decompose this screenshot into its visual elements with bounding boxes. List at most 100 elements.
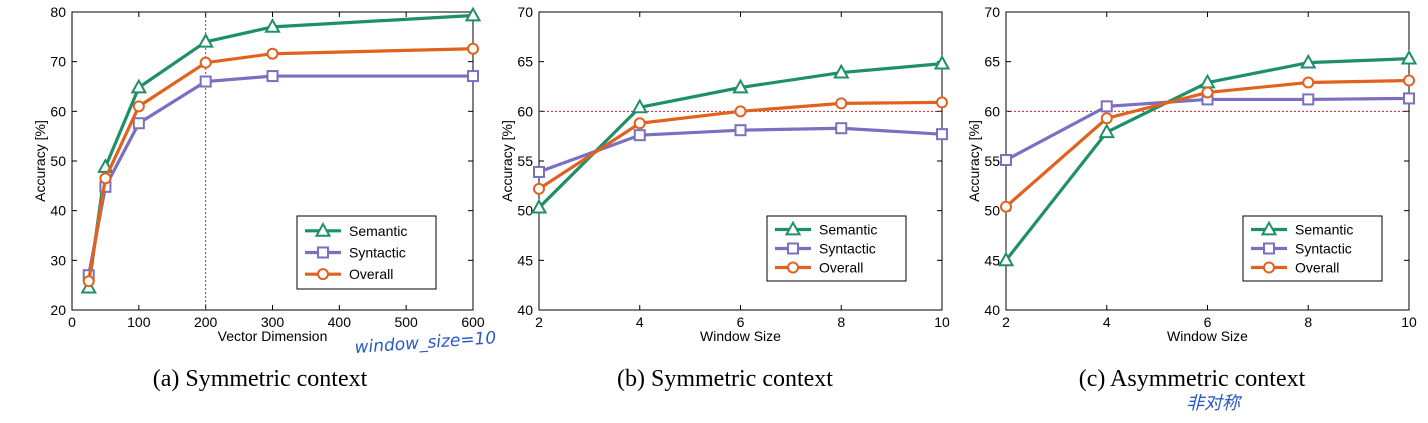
data-point-semantic — [1300, 53, 1317, 69]
data-point-overall — [734, 105, 747, 118]
data-point-overall — [1201, 86, 1214, 99]
data-point-semantic — [530, 198, 548, 214]
series-line-overall — [87, 47, 474, 282]
y-tick-label: 70 — [50, 54, 66, 70]
x-tick-label: 10 — [1401, 314, 1417, 330]
x-tick-label: 8 — [837, 314, 845, 330]
data-point-overall — [533, 182, 545, 195]
data-point-overall — [1100, 112, 1113, 125]
legend-label-semantic: Semantic — [1295, 222, 1353, 238]
x-tick-label: 600 — [461, 314, 485, 330]
data-point-semantic — [997, 251, 1015, 267]
y-axis-label: Accuracy [%] — [499, 120, 515, 202]
panel-caption: (a) Symmetric context — [153, 366, 368, 392]
x-tick-label: 2 — [535, 314, 543, 330]
legend-label-semantic: Semantic — [349, 223, 407, 239]
y-tick-label: 45 — [517, 252, 533, 268]
data-point-overall — [1302, 76, 1315, 89]
legend-marker-syntactic — [1263, 242, 1275, 255]
data-point-syntactic — [1403, 92, 1415, 105]
data-point-syntactic — [467, 70, 479, 83]
data-point-semantic — [933, 54, 951, 70]
x-tick-label: 500 — [394, 314, 418, 330]
legend-marker-semantic — [314, 221, 332, 237]
y-tick-label: 55 — [984, 153, 1000, 169]
y-tick-label: 50 — [50, 153, 66, 169]
x-tick-label: 2 — [1002, 314, 1010, 330]
y-tick-label: 20 — [50, 302, 66, 318]
x-tick-label: 300 — [261, 314, 285, 330]
x-tick-label: 100 — [127, 314, 151, 330]
legend-marker-syntactic — [787, 242, 799, 255]
data-point-overall — [132, 100, 145, 113]
y-tick-label: 65 — [517, 54, 533, 70]
panel-a: 0 100 200 300 400 500 600 20 30 40 50 60 70 80 Vector … — [32, 4, 497, 392]
y-tick-label: 60 — [517, 103, 533, 119]
series-line-syntactic — [1005, 96, 1410, 162]
legend-label-overall: Overall — [349, 266, 393, 282]
y-axis-label: Accuracy [%] — [966, 120, 982, 202]
data-point-overall — [835, 97, 848, 110]
x-tick-label: 6 — [737, 314, 745, 330]
handwritten-annotation: window_size=10 — [354, 328, 497, 358]
x-tick-label: 10 — [934, 314, 950, 330]
data-point-syntactic — [835, 122, 848, 135]
x-axis-label: Vector Dimension — [218, 328, 328, 344]
panel-c: 2 4 6 8 10 40 45 50 55 60 65 70 Window Size Accuracy … — [966, 4, 1418, 414]
x-tick-label: 6 — [1204, 314, 1212, 330]
y-tick-label: 80 — [50, 4, 66, 20]
data-point-overall — [99, 172, 112, 185]
x-axis-label: Window Size — [1167, 328, 1248, 344]
data-point-overall — [1000, 200, 1012, 213]
x-tick-label: 200 — [194, 314, 218, 330]
data-point-overall — [266, 47, 279, 60]
data-point-syntactic — [266, 70, 279, 83]
legend-label-semantic: Semantic — [819, 222, 877, 238]
data-point-semantic — [732, 78, 749, 94]
data-point-overall — [1403, 74, 1415, 87]
legend-label-overall: Overall — [819, 260, 863, 276]
legend-label-syntactic: Syntactic — [1295, 241, 1352, 257]
data-point-semantic — [1400, 49, 1418, 65]
y-tick-label: 30 — [50, 252, 66, 268]
data-point-overall — [936, 96, 948, 109]
legend-marker-overall — [787, 261, 799, 274]
data-point-syntactic — [633, 129, 646, 142]
legend-marker-syntactic — [317, 246, 329, 259]
data-point-semantic — [197, 32, 214, 48]
panel-caption: (b) Symmetric context — [617, 366, 833, 392]
panel-b: 2 4 6 8 10 40 45 50 55 60 65 70 Window Size Accuracy … — [499, 4, 951, 392]
data-point-semantic — [833, 63, 850, 79]
data-point-syntactic — [132, 117, 145, 130]
y-tick-label: 45 — [984, 252, 1000, 268]
y-axis-label: Accuracy [%] — [32, 120, 48, 202]
x-axis-label: Window Size — [700, 328, 781, 344]
x-tick-label: 400 — [328, 314, 352, 330]
y-tick-label: 65 — [984, 54, 1000, 70]
data-point-syntactic — [199, 75, 212, 88]
data-point-overall — [199, 56, 212, 69]
y-tick-label: 40 — [50, 203, 66, 219]
y-tick-label: 70 — [517, 4, 533, 20]
y-tick-label: 50 — [517, 203, 533, 219]
legend-marker-semantic — [784, 220, 802, 236]
data-point-semantic — [130, 78, 148, 94]
data-point-syntactic — [734, 124, 747, 137]
panel-caption: (c) Asymmetric context — [1079, 366, 1306, 392]
data-point-syntactic — [1000, 154, 1012, 167]
y-tick-label: 60 — [984, 103, 1000, 119]
y-tick-label: 40 — [517, 302, 533, 318]
data-point-syntactic — [936, 128, 948, 141]
y-tick-label: 55 — [517, 153, 533, 169]
data-point-semantic — [1098, 123, 1115, 139]
data-point-overall — [633, 117, 646, 130]
y-tick-label: 70 — [984, 4, 1000, 20]
handwritten-annotation: 非对称 — [1186, 393, 1243, 414]
data-point-semantic — [464, 6, 482, 22]
x-tick-label: 4 — [1103, 314, 1111, 330]
data-point-syntactic — [533, 165, 545, 178]
legend-label-overall: Overall — [1295, 260, 1339, 276]
legend-marker-overall — [1263, 261, 1275, 274]
legend-marker-semantic — [1260, 220, 1278, 236]
data-point-syntactic — [1302, 93, 1315, 106]
